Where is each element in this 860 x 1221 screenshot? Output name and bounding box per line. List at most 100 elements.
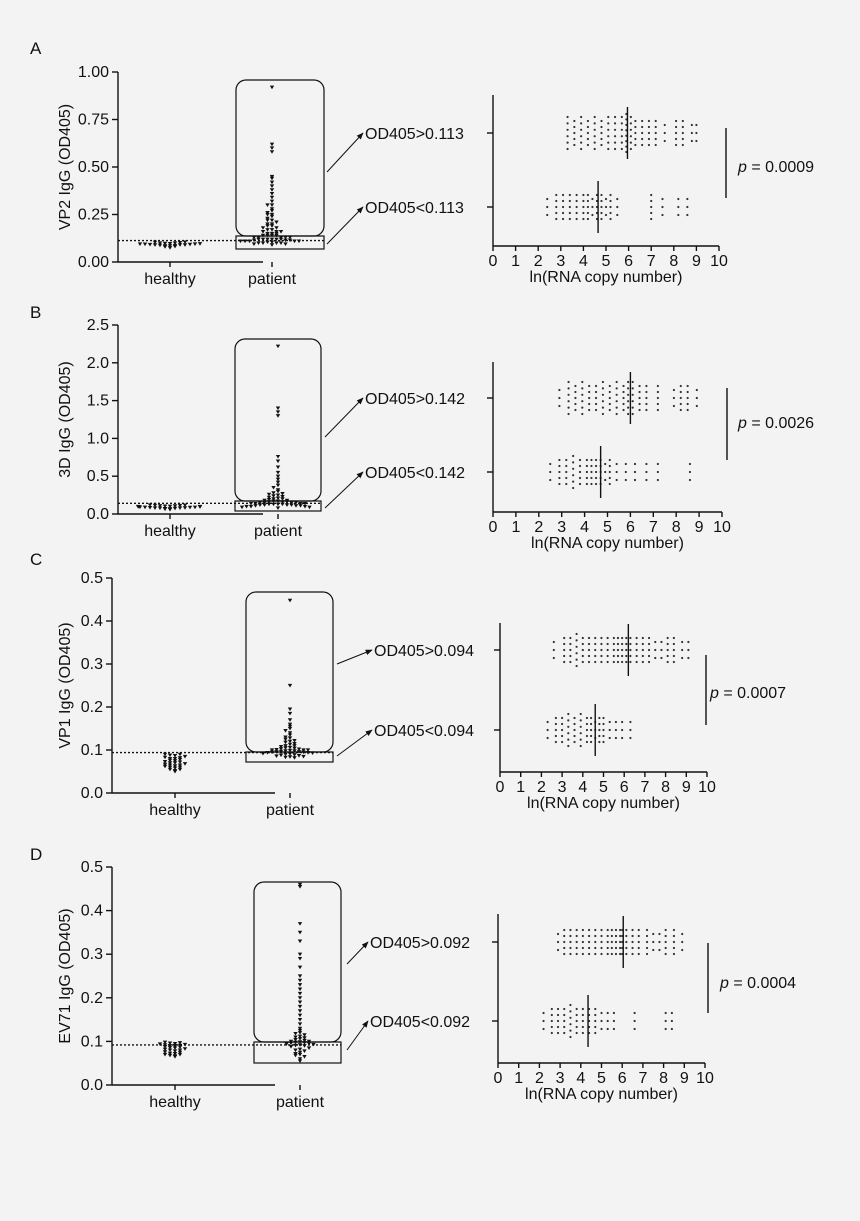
rna-high-point: [594, 952, 597, 956]
rna-high-point: [645, 946, 649, 950]
rna-high-point: [638, 384, 641, 388]
patient-point: [262, 503, 267, 507]
patient-point: [289, 503, 294, 507]
rna-low-point: [602, 740, 605, 744]
rna-low-point: [600, 193, 603, 197]
rna-low-point: [582, 193, 585, 197]
rna-low-point: [561, 205, 565, 209]
rna-high-point: [621, 660, 624, 664]
rna-high-point: [635, 636, 638, 640]
healthy-point: [172, 759, 178, 763]
y-tick-label: 1.0: [87, 430, 109, 447]
rna-high-point: [569, 934, 572, 938]
rna-high-point: [563, 642, 566, 646]
rna-high-point: [635, 654, 638, 658]
rna-high-point: [573, 119, 576, 123]
rna-low-point: [575, 199, 578, 203]
rna-high-point: [608, 390, 611, 394]
rna-high-point: [606, 648, 609, 652]
rna-low-point: [594, 464, 598, 468]
rna-high-point: [625, 660, 628, 664]
rna-low-point: [567, 712, 570, 716]
rna-low-point: [575, 1007, 578, 1011]
rna-high-point: [647, 119, 651, 123]
high-arrow: [326, 132, 364, 173]
rna-low-point: [561, 199, 565, 203]
rna-high-point: [586, 143, 590, 147]
rna-high-point: [686, 396, 689, 400]
rna-high-point: [629, 147, 632, 151]
rna-high-point: [600, 654, 603, 658]
rna-low-point: [633, 1027, 636, 1031]
rna-high-point: [631, 387, 634, 390]
rna-low-point: [586, 193, 590, 197]
healthy-point: [162, 241, 168, 246]
rna-x-tick-label: 3: [556, 253, 565, 270]
rna-low-point: [591, 197, 594, 201]
rna-high-point: [645, 402, 648, 406]
rna-low-point: [569, 1003, 572, 1007]
rna-high-point: [593, 115, 596, 119]
healthy-point: [142, 242, 148, 247]
rna-low-point: [549, 478, 552, 482]
rna-low-point: [563, 1025, 566, 1029]
rna-high-point: [631, 406, 634, 409]
patient-point: [275, 454, 281, 459]
patient-point: [297, 930, 303, 935]
patient-point: [288, 1045, 294, 1049]
rna-x-tick-label: 10: [696, 1070, 714, 1087]
rna-high-point: [664, 952, 667, 956]
panel-letter: A: [30, 39, 42, 58]
low-arrow: [324, 471, 364, 509]
healthy-point: [167, 757, 173, 761]
rna-high-point: [556, 932, 560, 936]
patient-point: [271, 485, 276, 490]
rna-low-point: [546, 197, 549, 201]
rna-high-point: [634, 143, 637, 147]
rna-high-point: [656, 402, 659, 406]
rna-x-tick-label: 8: [659, 1070, 668, 1087]
y-axis-label: EV71 IgG (OD405): [57, 908, 74, 1043]
rna-low-point: [578, 470, 582, 474]
patient-point: [251, 242, 257, 246]
rna-low-point: [598, 722, 601, 726]
patient-point: [269, 243, 275, 247]
rna-high-point: [625, 654, 628, 658]
rna-low-point: [579, 738, 582, 741]
rna-high-point: [641, 131, 644, 135]
patient-point: [269, 184, 275, 188]
rna-high-point: [645, 952, 649, 956]
rna-low-point: [629, 728, 632, 732]
healthy-point: [197, 504, 203, 509]
rna-high-point: [616, 642, 620, 646]
rna-high-point: [593, 141, 596, 144]
rna-high-point: [647, 660, 651, 664]
rna-low-point: [686, 197, 689, 201]
patient-point: [260, 230, 266, 234]
rna-high-point: [607, 128, 610, 131]
patient-point: [297, 1026, 303, 1031]
patient-point: [260, 241, 266, 245]
rna-high-point: [686, 390, 689, 394]
rna-low-point: [585, 734, 589, 738]
rna-high-point: [601, 400, 605, 403]
rna-x-tick-label: 1: [514, 1070, 523, 1087]
healthy-point: [162, 504, 168, 509]
rna-high-point: [574, 402, 577, 406]
rna-high-point: [616, 660, 620, 664]
y-tick-label: 0.1: [81, 1033, 103, 1050]
patient-point: [297, 882, 303, 887]
rna-high-point: [645, 940, 649, 944]
patient-point: [296, 239, 302, 244]
y-axis-label: VP1 IgG (OD405): [57, 622, 74, 748]
healthy-point: [192, 505, 198, 510]
rna-high-point: [601, 412, 605, 416]
rna-high-point: [631, 946, 634, 950]
patient-point: [287, 733, 293, 737]
rna-high-point: [574, 384, 577, 388]
rna-high-point: [647, 125, 651, 129]
rna-low-point: [633, 478, 637, 482]
low-group-label: OD405<0.094: [374, 723, 474, 740]
rna-high-point: [580, 147, 583, 151]
rna-high-point: [587, 648, 591, 652]
